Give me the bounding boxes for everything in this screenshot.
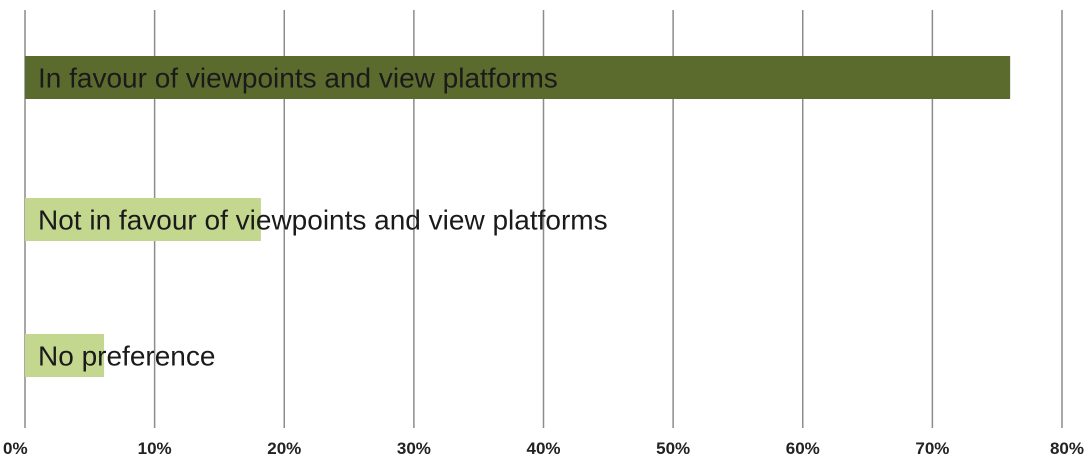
x-tick-label: 70%: [915, 439, 949, 458]
bars: [25, 56, 1011, 377]
bar: [25, 334, 105, 377]
category-label: No preference: [38, 341, 215, 372]
x-tick-label: 60%: [786, 439, 820, 458]
x-tick-label: 0%: [3, 439, 28, 458]
x-tick-label: 20%: [267, 439, 301, 458]
category-label: Not in favour of viewpoints and view pla…: [38, 205, 608, 236]
category-label: In favour of viewpoints and view platfor…: [38, 63, 558, 94]
x-axis-ticks: 0% 10% 20% 30% 40% 50% 60% 70% 80%: [3, 439, 1084, 458]
bar: [25, 56, 1011, 99]
x-tick-label: 40%: [526, 439, 560, 458]
bar: [25, 198, 261, 241]
x-tick-label: 10%: [138, 439, 172, 458]
x-tick-label: 50%: [656, 439, 690, 458]
x-tick-label: 30%: [397, 439, 431, 458]
x-tick-label: 80%: [1050, 439, 1084, 458]
bar-labels: In favour of viewpoints and view platfor…: [38, 63, 608, 372]
